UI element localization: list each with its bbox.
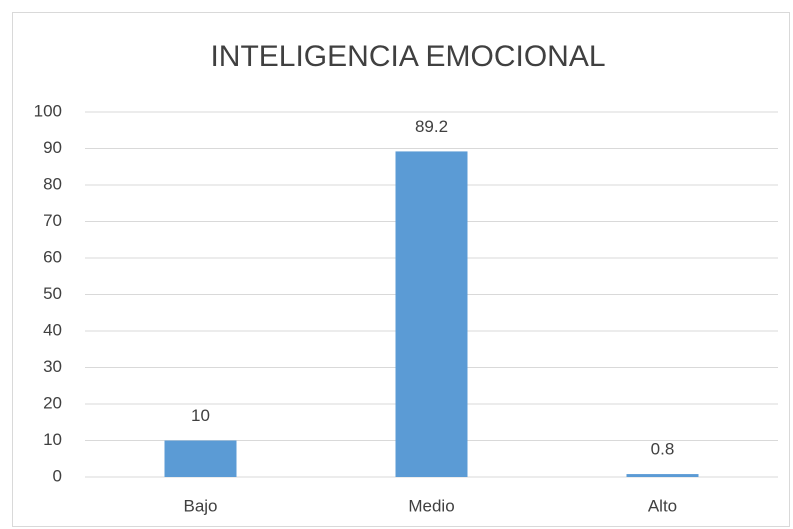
y-tick-label: 70 (43, 211, 62, 230)
bar (626, 474, 699, 477)
y-tick-label: 10 (43, 430, 62, 449)
x-tick-label: Bajo (183, 496, 217, 515)
y-tick-label: 30 (43, 357, 62, 376)
y-tick-label: 40 (43, 320, 62, 339)
data-label: 0.8 (651, 440, 675, 459)
y-tick-label: 90 (43, 138, 62, 157)
y-tick-label: 80 (43, 174, 62, 193)
bar (164, 440, 237, 477)
x-tick-label: Medio (408, 496, 454, 515)
data-label: 89.2 (415, 117, 448, 136)
chart-title: INTELIGENCIA EMOCIONAL (210, 40, 605, 73)
data-label: 10 (191, 406, 210, 425)
y-tick-label: 60 (43, 247, 62, 266)
y-tick-label: 50 (43, 284, 62, 303)
x-tick-label: Alto (648, 496, 677, 515)
y-tick-label: 20 (43, 393, 62, 412)
bar (395, 151, 468, 478)
y-tick-label: 100 (34, 101, 62, 120)
y-tick-label: 0 (53, 466, 62, 485)
